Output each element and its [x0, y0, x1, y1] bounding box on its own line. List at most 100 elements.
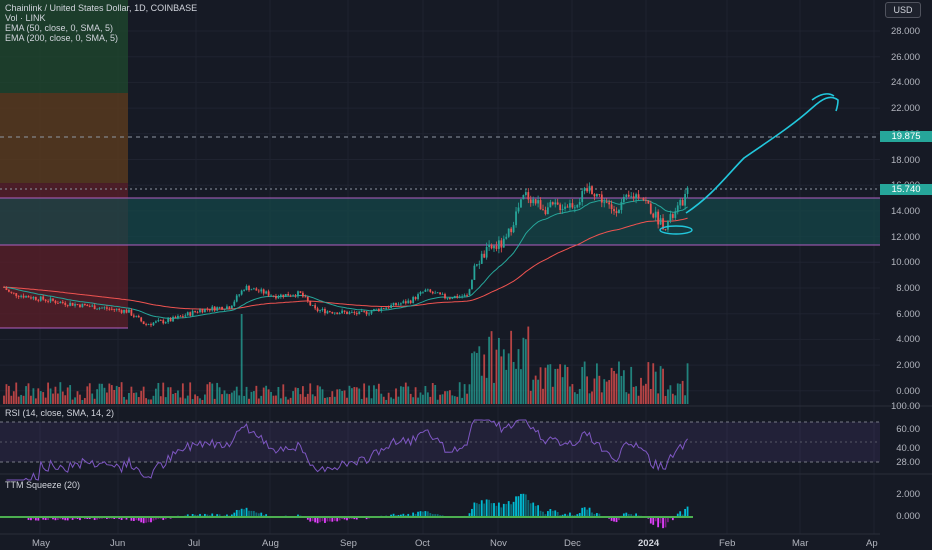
candle-body — [353, 312, 356, 314]
candle-body — [395, 302, 397, 306]
volume-bar — [61, 391, 64, 404]
candle-body — [571, 203, 574, 208]
candle-body — [113, 308, 116, 310]
volume-bar — [260, 395, 263, 404]
squeeze-bar — [137, 517, 140, 521]
volume-bar — [453, 396, 456, 404]
candle-body — [167, 318, 170, 323]
volume-bar — [306, 393, 309, 404]
currency-selector[interactable]: USD — [885, 2, 921, 18]
squeeze-bar — [400, 514, 402, 517]
volume-bar — [382, 396, 385, 404]
volume-bar — [113, 390, 116, 404]
candle-body — [493, 245, 495, 249]
volume-bar — [279, 398, 282, 404]
ema200-legend[interactable]: EMA (200, close, 0, SMA, 5) — [5, 33, 119, 43]
volume-bar — [123, 396, 125, 404]
candle-body — [495, 245, 498, 249]
volume-bar — [669, 385, 672, 404]
drawn-arrow[interactable] — [685, 93, 839, 214]
ema50-legend[interactable]: EMA (50, close, 0, SMA, 5) — [5, 23, 114, 33]
candle-body — [500, 240, 503, 248]
squeeze-bar — [436, 514, 439, 517]
x-tick-nov: Nov — [490, 538, 507, 549]
volume-bar — [150, 399, 152, 404]
squeeze-bar — [679, 511, 682, 517]
candle-body — [302, 292, 304, 297]
candle-body — [512, 225, 515, 233]
volume-bar — [583, 361, 586, 404]
squeeze-bar — [635, 513, 637, 517]
squeeze-bar — [79, 517, 81, 521]
squeeze-bar — [471, 508, 473, 517]
candle-body — [534, 199, 537, 204]
symbol-title[interactable]: Chainlink / United States Dollar, 1D, CO… — [5, 3, 198, 13]
candle-body — [54, 300, 57, 303]
volume-bar — [524, 339, 527, 404]
squeeze-bar — [206, 514, 209, 517]
candle-body — [505, 236, 508, 239]
squeeze-bar — [475, 503, 478, 517]
rsi-title[interactable]: RSI (14, close, SMA, 14, 2) — [5, 408, 115, 418]
volume-bar — [490, 331, 493, 404]
squeeze-bar — [495, 505, 498, 517]
candle-body — [96, 308, 98, 310]
candle-body — [647, 200, 650, 204]
candle-body — [260, 289, 263, 292]
candle-body — [581, 191, 584, 203]
squeeze-title[interactable]: TTM Squeeze (20) — [5, 480, 81, 490]
drawn-ellipse[interactable] — [659, 225, 693, 235]
candle-body — [328, 311, 331, 313]
volume-bar — [142, 386, 145, 404]
candle-body — [507, 228, 510, 237]
candle-body — [375, 308, 378, 310]
candle-body — [380, 308, 383, 312]
volume-bar — [360, 398, 363, 404]
price-tick: 2.000 — [896, 360, 920, 372]
volume-bar — [664, 395, 667, 404]
candle-body — [324, 308, 326, 314]
volume-bar — [174, 392, 177, 404]
squeeze-bar — [593, 514, 596, 517]
volume-bar — [326, 397, 329, 404]
volume-bar — [662, 368, 664, 404]
volume-bar — [559, 364, 562, 404]
squeeze-bar — [218, 514, 221, 517]
volume-bar — [377, 383, 380, 404]
squeeze-bar — [32, 517, 35, 520]
candle-body — [596, 194, 598, 197]
squeeze-bar — [186, 514, 189, 517]
volume-bar — [238, 395, 241, 404]
volume-bar — [581, 366, 584, 404]
candle-body — [208, 309, 211, 311]
squeeze-bar — [564, 513, 566, 517]
volume-bar — [532, 379, 535, 404]
candle-body — [588, 186, 591, 192]
candle-body — [468, 289, 471, 296]
candle-body — [363, 311, 366, 312]
squeeze-bar — [510, 504, 513, 517]
candle-body — [429, 289, 432, 292]
squeeze-bar — [326, 517, 329, 522]
squeeze-bar — [468, 513, 471, 517]
candle-body — [304, 296, 307, 298]
candle-body — [17, 296, 20, 297]
squeeze-bar — [132, 517, 135, 521]
candle-body — [275, 296, 277, 299]
squeeze-bar — [265, 514, 268, 517]
volume-legend[interactable]: Vol · LINK — [5, 13, 46, 23]
rsi-tick-100: 100.00 — [890, 401, 920, 412]
candle-body — [382, 308, 385, 309]
candle-body — [125, 309, 128, 313]
candle-body — [66, 304, 69, 306]
volume-bar — [686, 363, 689, 404]
squeeze-bar — [657, 517, 660, 528]
candle-body — [686, 187, 689, 194]
volume-bar — [76, 391, 79, 404]
volume-bar — [593, 378, 596, 404]
candle-body — [522, 195, 525, 200]
candle-body — [321, 308, 324, 311]
candle-body — [377, 308, 380, 312]
candle-body — [542, 209, 544, 211]
